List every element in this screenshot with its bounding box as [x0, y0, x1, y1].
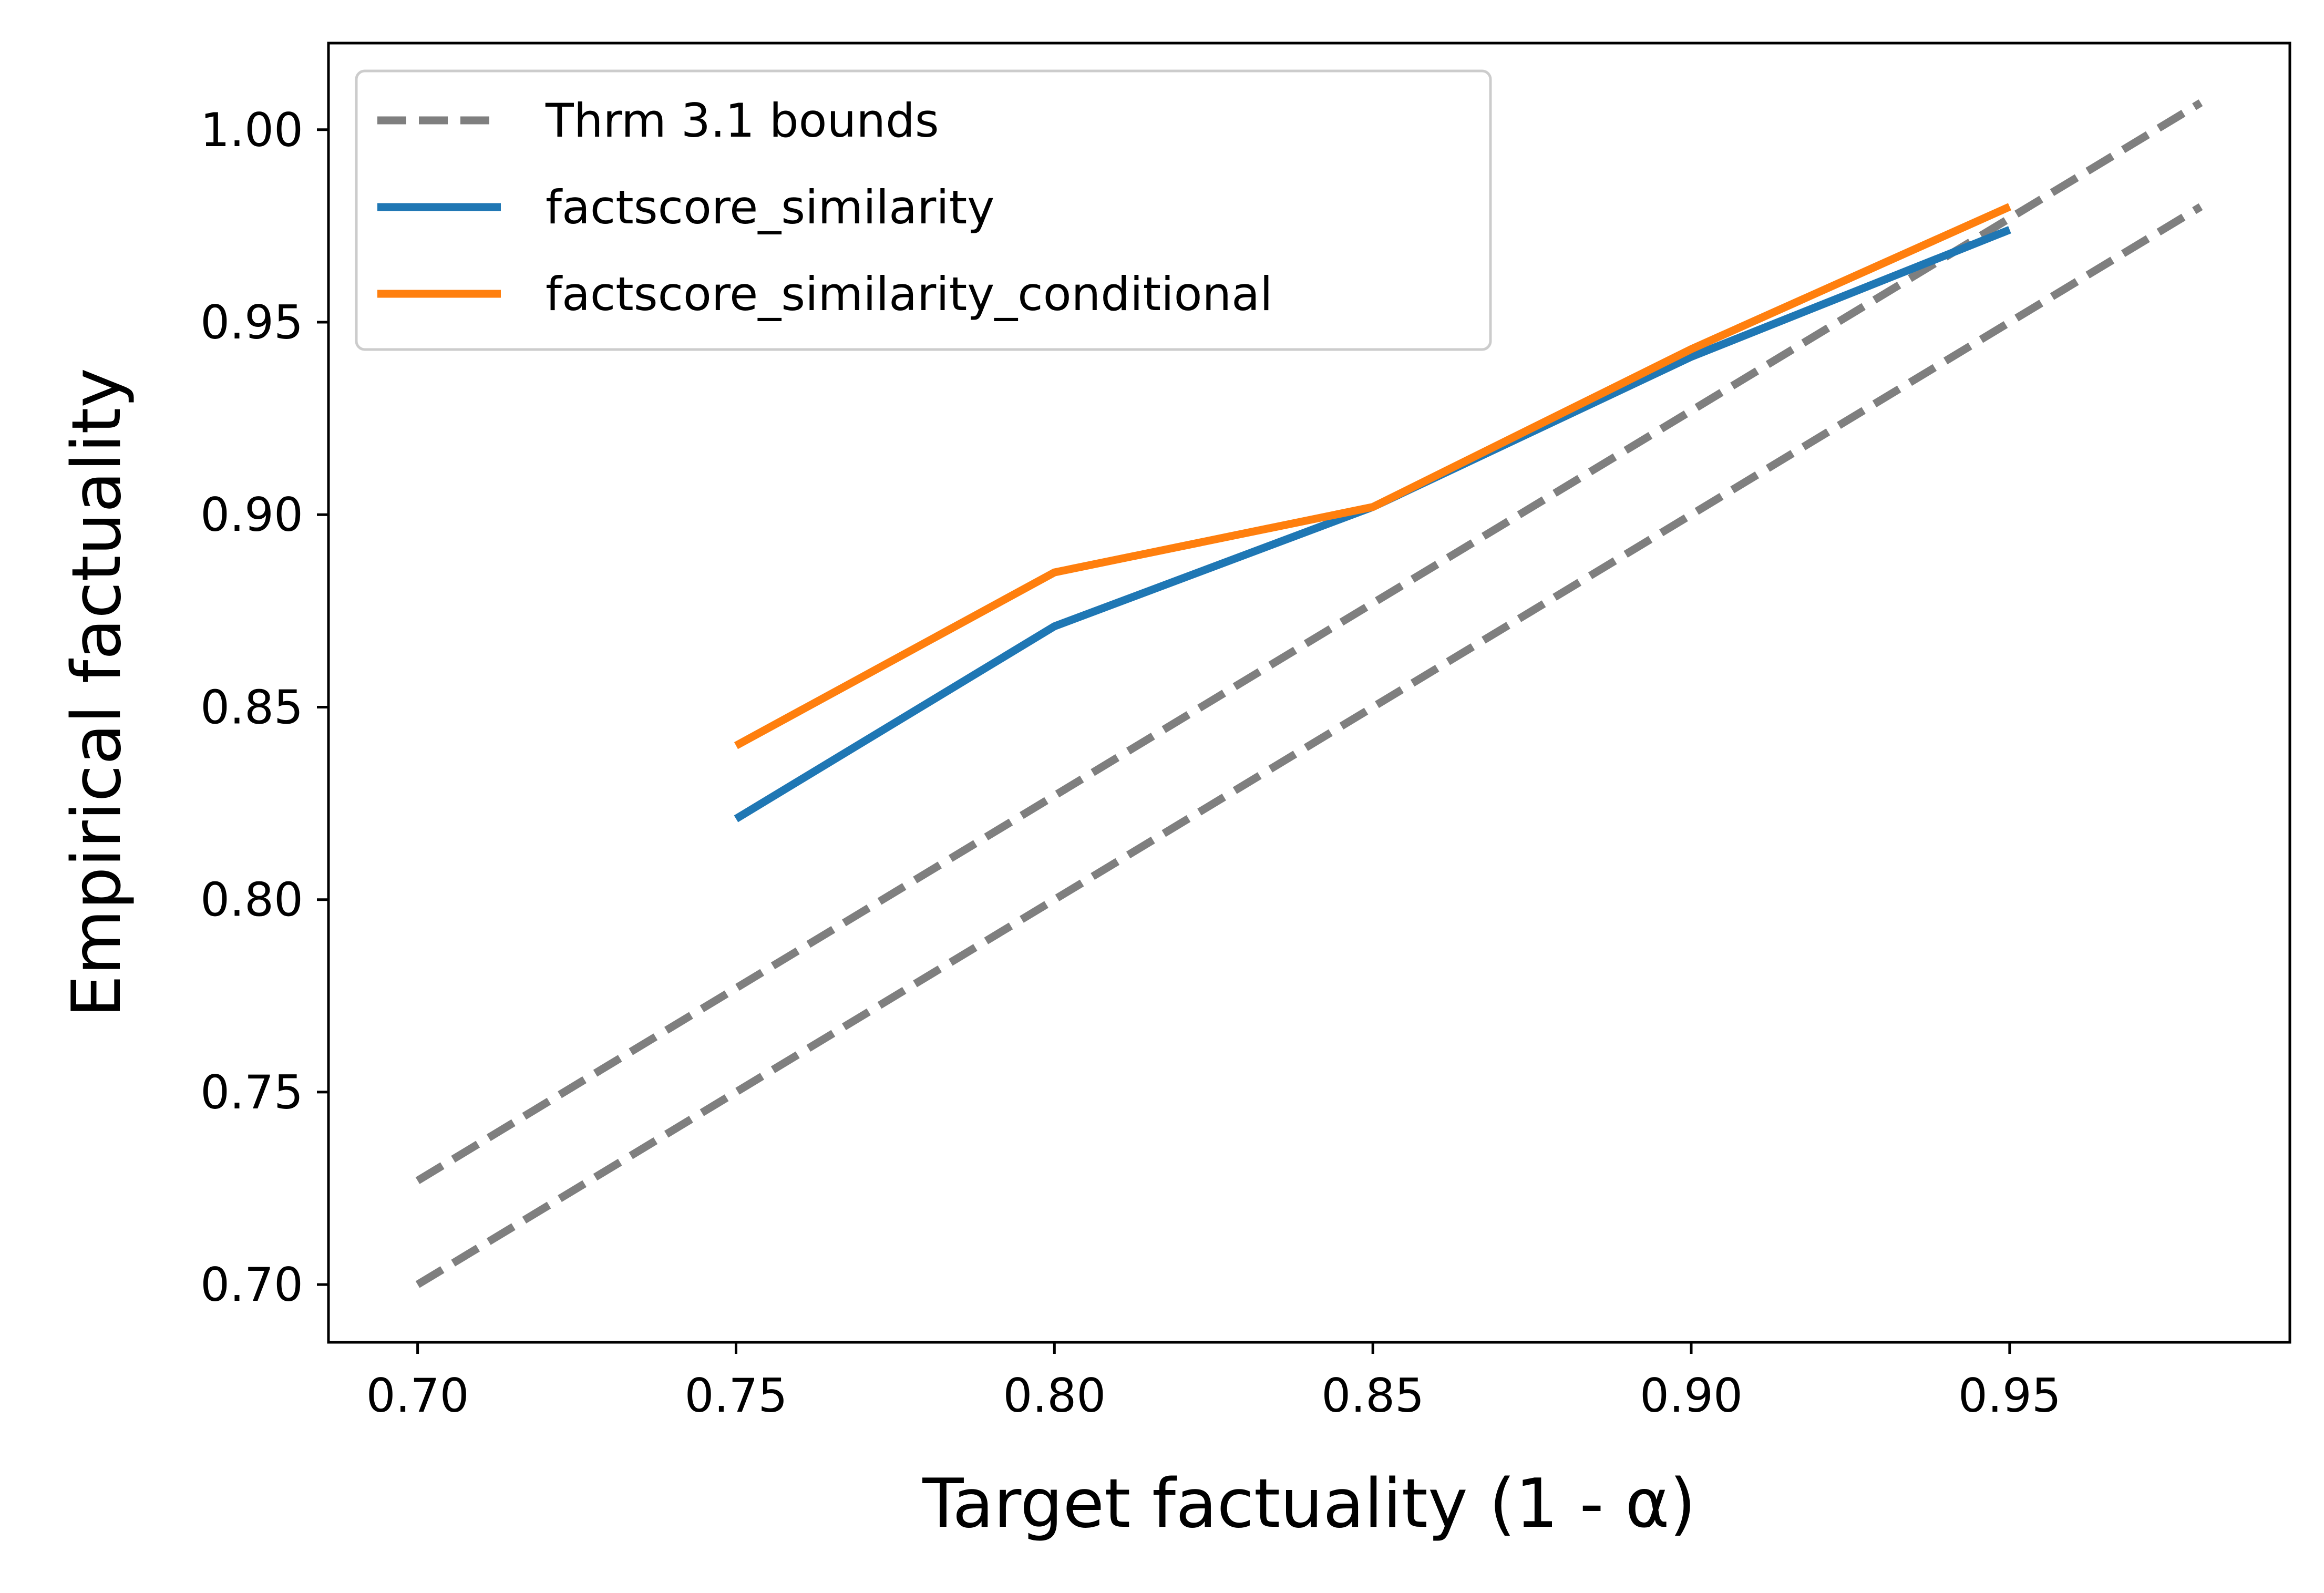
legend-label: factscore_similarity: [546, 180, 994, 234]
y-tick-label: 0.70: [200, 1258, 303, 1312]
x-tick-label: 0.90: [1640, 1369, 1743, 1423]
y-tick-label: 1.00: [200, 103, 303, 157]
x-tick-label: 0.85: [1321, 1369, 1424, 1423]
legend-label: factscore_similarity_conditional: [546, 267, 1273, 321]
legend-box: [355, 69, 1492, 351]
y-axis-title: Empirical factuality: [58, 368, 136, 1018]
x-tick-label: 0.95: [1958, 1369, 2061, 1423]
y-tick-label: 0.85: [200, 680, 303, 734]
series-line-3: [734, 203, 2011, 749]
x-axis-title: Target factuality (1 - α): [922, 1465, 1695, 1543]
legend: Thrm 3.1 bounds factscore_similarityfacts…: [355, 69, 1492, 351]
series-layer: [415, 99, 2203, 1288]
x-tick-label: 0.80: [1003, 1369, 1106, 1423]
y-tick-label: 0.90: [200, 488, 303, 542]
legend-label: Thrm 3.1 bounds: [545, 94, 939, 148]
series-line-1: [415, 99, 2203, 1184]
plot-frame: [327, 42, 2291, 1344]
series-line-0: [415, 203, 2203, 1288]
y-tick-label: 0.95: [200, 295, 303, 350]
y-tick-label: 0.75: [200, 1065, 303, 1119]
tick-layer: 0.70 0.75 0.80 0.85 0.90 0.95 0.70 0.75 0.80 0.85…: [200, 103, 2061, 1423]
x-tick-label: 0.70: [366, 1369, 469, 1423]
y-tick-label: 0.80: [200, 873, 303, 927]
x-tick-label: 0.75: [685, 1369, 788, 1423]
